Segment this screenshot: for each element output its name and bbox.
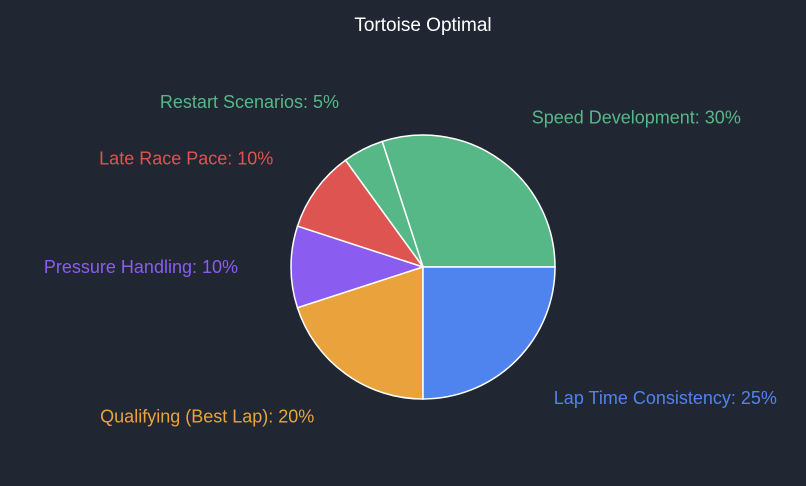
pie-slice-qualifying-best-lap xyxy=(296,265,424,400)
pie-slice-lap-time-consistency xyxy=(422,266,556,400)
pie-slice-late-race-pace xyxy=(296,159,425,269)
pie-slice-speed-development xyxy=(381,134,556,268)
pie-slices xyxy=(290,134,556,400)
pie-label-late-race-pace: Late Race Pace: 10% xyxy=(99,148,273,168)
pie-label-pressure-handling: Pressure Handling: 10% xyxy=(44,257,238,277)
pie-label-qualifying-best-lap: Qualifying (Best Lap): 20% xyxy=(100,407,314,427)
pie-label-restart-scenarios: Restart Scenarios: 5% xyxy=(160,92,339,112)
pie-label-lap-time-consistency: Lap Time Consistency: 25% xyxy=(554,388,777,408)
pie-label-speed-development: Speed Development: 30% xyxy=(532,107,741,127)
pie-slice-pressure-handling xyxy=(290,225,426,309)
pie-labels: Speed Development: 30% Restart Scenarios:… xyxy=(44,92,777,427)
chart-title: Tortoise Optimal xyxy=(354,15,491,36)
